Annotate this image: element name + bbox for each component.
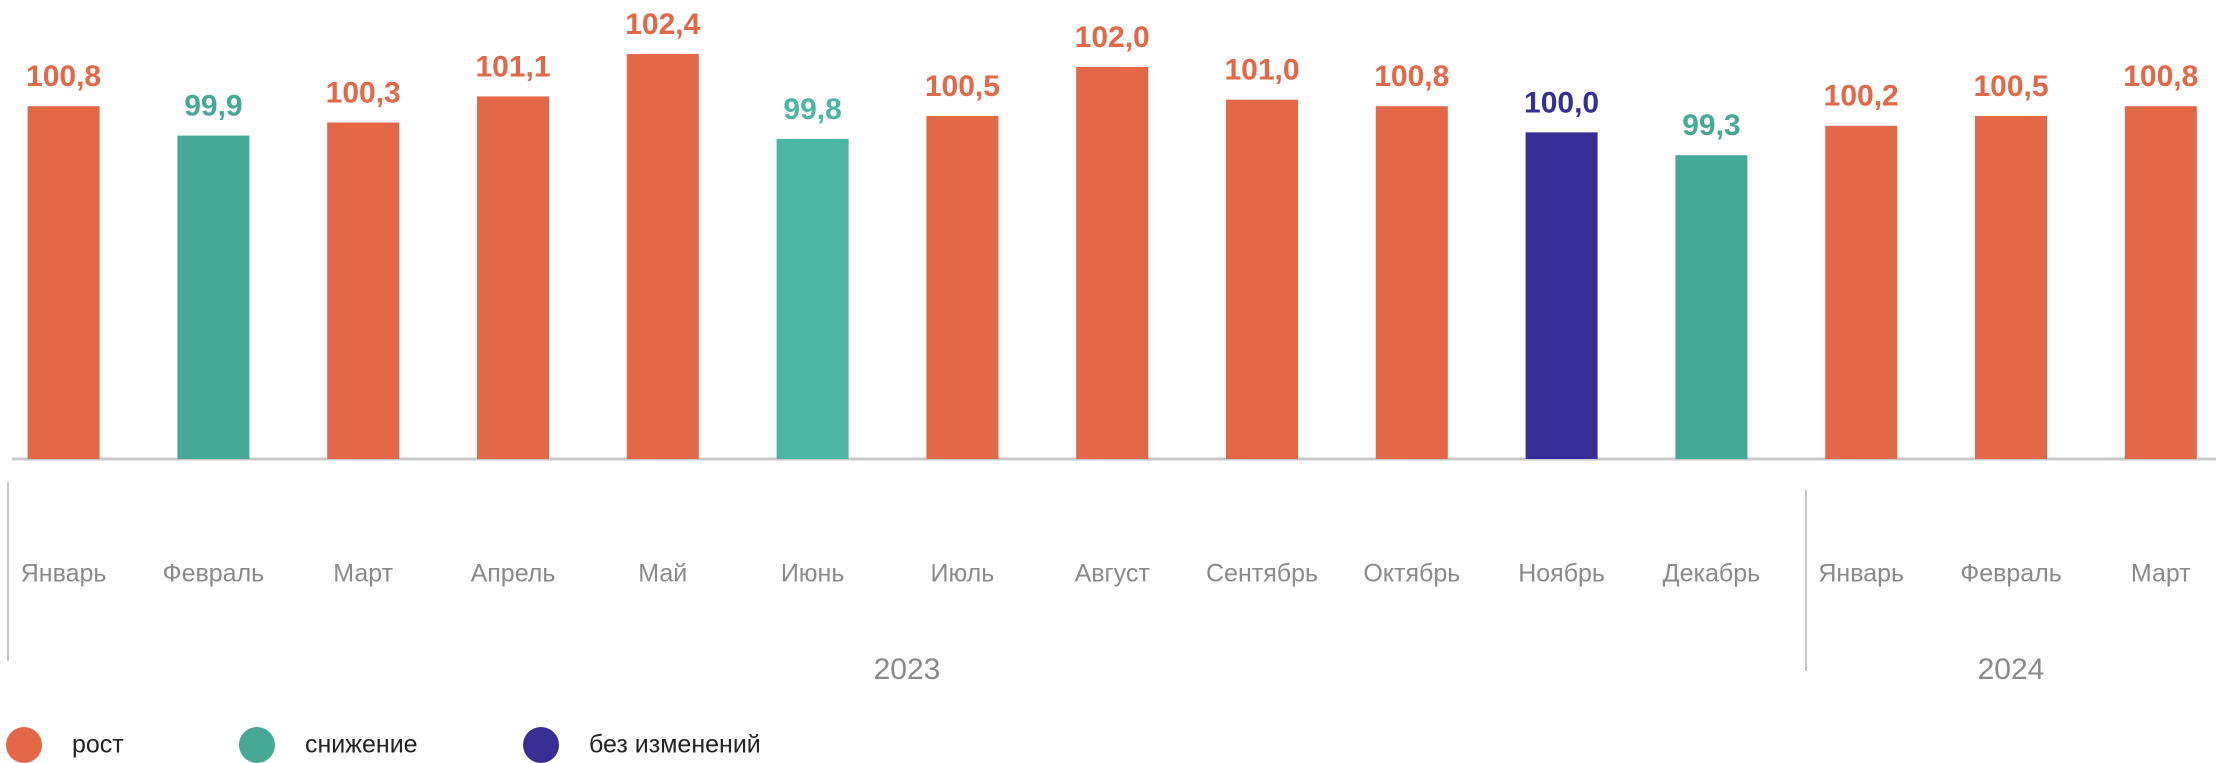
x-tick-label: Февраль <box>163 560 265 588</box>
value-label: 100,3 <box>326 76 401 109</box>
value-label: 101,0 <box>1224 54 1299 87</box>
x-tick-label: Апрель <box>471 560 556 588</box>
legend-marker <box>523 727 559 763</box>
x-tick-label: Июнь <box>781 560 845 588</box>
value-label: 100,8 <box>26 60 101 93</box>
value-label: 99,8 <box>783 93 841 126</box>
bar <box>776 138 849 459</box>
x-tick-label: Ноябрь <box>1518 560 1605 588</box>
value-label: 100,2 <box>1824 80 1899 113</box>
bar <box>1675 155 1748 459</box>
value-label: 100,8 <box>2123 60 2198 93</box>
x-tick-label: Июль <box>931 560 995 588</box>
legend-label: снижение <box>305 731 418 759</box>
value-label: 101,1 <box>475 50 550 83</box>
x-tick-label: Февраль <box>1960 560 2062 588</box>
bar <box>1825 125 1898 460</box>
x-tick-label: Октябрь <box>1363 560 1460 588</box>
value-label: 99,9 <box>184 90 242 123</box>
value-label: 99,3 <box>1682 109 1740 142</box>
bar <box>1975 116 2047 459</box>
legend-label: рост <box>72 731 124 759</box>
legend-marker <box>6 727 42 763</box>
x-tick-label: Май <box>638 560 687 588</box>
bar <box>2124 106 2197 459</box>
x-tick-label: Декабрь <box>1663 560 1760 588</box>
bar <box>1525 132 1598 460</box>
value-label: 100,8 <box>1374 60 1449 93</box>
x-tick-label: Август <box>1075 560 1151 588</box>
legend-label: без изменений <box>589 731 761 759</box>
value-label: 102,4 <box>625 8 700 41</box>
group-label: 2024 <box>1978 653 2045 686</box>
bar <box>1076 67 1149 459</box>
bar <box>27 106 100 459</box>
bar <box>1226 99 1298 460</box>
value-label: 100,5 <box>1973 70 2048 103</box>
x-tick-label: Январь <box>21 560 107 588</box>
x-tick-label: Март <box>2131 560 2191 588</box>
value-label: 102,0 <box>1075 21 1150 54</box>
bar <box>327 122 400 460</box>
x-tick-label: Март <box>333 560 393 588</box>
value-label: 100,5 <box>925 70 1000 103</box>
bar <box>626 53 699 459</box>
x-tick-label: Сентябрь <box>1206 560 1318 588</box>
bar <box>1375 106 1448 459</box>
bar <box>477 96 549 460</box>
x-tick-label: Январь <box>1818 560 1904 588</box>
group-label: 2023 <box>874 653 941 686</box>
bar <box>177 135 250 459</box>
legend-marker <box>239 727 275 763</box>
bar <box>926 116 999 459</box>
value-label: 100,0 <box>1524 86 1599 119</box>
